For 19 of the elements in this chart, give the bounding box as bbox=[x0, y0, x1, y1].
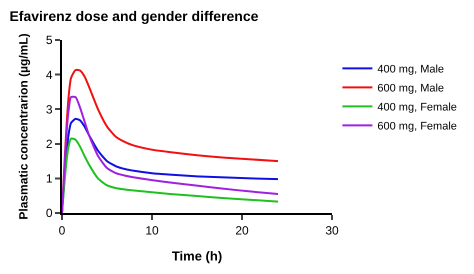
y-tick-label: 1 bbox=[46, 172, 53, 186]
legend-label: 600 mg, Female bbox=[377, 120, 457, 133]
x-tick-label: 10 bbox=[145, 223, 159, 238]
y-tick-label: 3 bbox=[46, 102, 53, 116]
x-tick-label: 20 bbox=[235, 223, 249, 238]
line-series bbox=[62, 96, 279, 213]
y-axis-title: Plasmatic concentrarion (µg/mL) bbox=[16, 33, 31, 220]
y-tick-label: 5 bbox=[46, 33, 53, 48]
chart-title: Efavirenz dose and gender difference bbox=[9, 8, 259, 24]
line-series bbox=[62, 138, 279, 213]
y-tick-label: 4 bbox=[46, 68, 53, 82]
x-tick-label: 30 bbox=[325, 223, 339, 238]
legend-label: 400 mg, Female bbox=[377, 102, 457, 114]
legend-label: 600 mg, Male bbox=[377, 82, 444, 95]
legend-label: 400 mg, Male bbox=[377, 64, 444, 76]
y-tick-label: 0 bbox=[46, 206, 53, 220]
y-tick-label: 2 bbox=[46, 137, 53, 151]
x-axis-title: Time (h) bbox=[172, 248, 222, 264]
x-tick-label: 0 bbox=[58, 223, 66, 238]
